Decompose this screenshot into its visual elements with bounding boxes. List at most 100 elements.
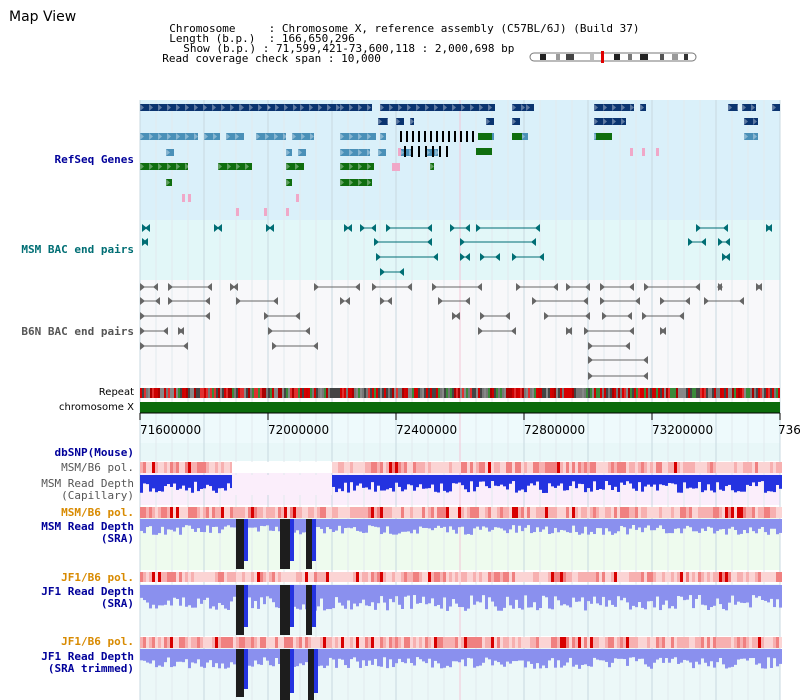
msm-pol-cell: [719, 462, 722, 473]
jf1-trim-depth-bar: [380, 649, 383, 667]
msm-depth-sra-label[interactable]: MSM Read Depth (SRA): [41, 520, 134, 545]
jf1-trim-pol-cell: [677, 637, 680, 648]
repeat-element: [140, 388, 142, 398]
refseq-gene-feature: [772, 104, 780, 111]
jf1-pol-cell: [167, 572, 170, 582]
msm-cap-depth-bar: [341, 475, 344, 492]
jf1-trim-pol-cell: [767, 637, 770, 648]
msm-sra-depth-bar: [503, 519, 506, 531]
msm-sra-depth-bar: [746, 519, 749, 534]
msm-pol-cell: [419, 462, 422, 473]
msm-cap-depth-bar: [548, 475, 551, 484]
msm-pol-cell: [722, 462, 725, 473]
msm-cap-depth-bar: [569, 475, 572, 486]
jf1-trim-pol-cell: [623, 637, 626, 648]
b6n-bac-pair-end: [544, 312, 549, 320]
msm-sra-pol-cell: [638, 507, 641, 518]
jf1-pol-cell: [539, 572, 542, 582]
chromosome-ideogram[interactable]: [529, 51, 697, 63]
jf1-pol-cell: [287, 572, 290, 582]
msm-pol-cell: [608, 462, 611, 473]
jf1-depth-sra-label[interactable]: JF1 Read Depth (SRA): [41, 585, 134, 610]
jf1-depth-trim-label[interactable]: JF1 Read Depth (SRA trimmed): [41, 650, 134, 675]
jf1-sra-depth-bar: [605, 585, 608, 607]
jf1-trim-pol-cell: [245, 637, 248, 648]
msm-depth-capillary-label[interactable]: MSM Read Depth (Capillary): [41, 477, 134, 502]
gene-strand-arrow: [358, 163, 362, 170]
gene-strand-arrow: [203, 104, 207, 111]
msm-sra-pol-cell: [290, 507, 293, 518]
msm-bac-label[interactable]: MSM BAC end pairs: [21, 243, 134, 256]
msm-sra-pol-cell: [485, 507, 488, 518]
msm-cap-depth-bar: [740, 475, 743, 492]
msm-pol-label[interactable]: MSM/B6 pol.: [61, 461, 134, 474]
repeat-element: [148, 388, 150, 398]
gene-strand-arrow: [410, 118, 414, 125]
repeat-element: [742, 388, 744, 398]
jf1-sra-depth-bar: [767, 585, 770, 603]
msm-sra-pol-cell: [170, 507, 173, 518]
b6n-bac-pair-end: [140, 312, 145, 320]
ideogram-band: [640, 54, 648, 60]
repeat-element: [666, 388, 668, 398]
msm-sra-depth-bar: [767, 519, 770, 535]
gene-strand-arrow: [512, 104, 516, 111]
ideogram-band: [684, 54, 688, 60]
jf1-pol-label[interactable]: JF1/B6 pol.: [61, 571, 134, 584]
jf1-pol-cell: [467, 572, 470, 582]
b6n-bac-pair-end: [305, 327, 310, 335]
repeat-element: [332, 388, 334, 398]
jf1-trim-pol-cell: [695, 637, 698, 648]
jf1-trim-pol-cell: [221, 637, 224, 648]
refseq-gene-feature: [166, 149, 174, 156]
msm-pol-cell: [440, 462, 443, 473]
msm-sra-depth-bar: [293, 519, 296, 533]
jf1-sra-depth-bar: [404, 585, 407, 597]
jf1-sra-depth-bar: [293, 585, 296, 607]
jf1-trim-pol-cell: [563, 637, 566, 648]
jf1-pol-cell: [179, 572, 182, 582]
repeat-element: [180, 388, 182, 398]
msm-bac-pair-end: [266, 224, 271, 232]
msm-sra-depth-bar: [197, 519, 200, 529]
repeat-element: [720, 388, 722, 398]
jf1-trim-pol-cell: [386, 637, 389, 648]
msm-sra-depth-bar: [221, 519, 224, 530]
jf1-trim-depth-bar: [692, 649, 695, 669]
jf1-pol-cell: [503, 572, 506, 582]
jf1-trim-depth-bar-spike: [314, 649, 318, 693]
jf1-trim-depth-bar: [371, 649, 374, 665]
msm-sra-depth-bar: [491, 519, 494, 530]
dbsnp-label[interactable]: dbSNP(Mouse): [54, 446, 134, 459]
msm-sra-depth-bar: [161, 519, 164, 527]
jf1-sra-depth-bar: [371, 585, 374, 603]
msm-sra-pol-cell: [155, 507, 158, 518]
b6n-bac-pair-end: [153, 283, 158, 291]
msm-cap-depth-bar: [632, 475, 635, 489]
jf1-pol-cell: [245, 572, 248, 582]
refseq-genes-label[interactable]: RefSeq Genes: [54, 153, 134, 166]
msm-sra-depth-bar: [752, 519, 755, 532]
pseudogene-feature: [398, 148, 401, 156]
b6n-bac-label[interactable]: B6N BAC end pairs: [21, 325, 134, 338]
jf1-trim-depth-bar: [392, 649, 395, 668]
jf1-trim-depth-bar: [437, 649, 440, 664]
jf1-pol-trim-label[interactable]: JF1/B6 pol.: [61, 635, 134, 648]
repeat-element: [246, 388, 248, 398]
jf1-trim-depth-bar: [455, 649, 458, 662]
jf1-trim-pol-cell: [605, 637, 608, 648]
msm-pol-cell: [407, 462, 410, 473]
repeat-element: [264, 388, 266, 398]
refseq-gene-feature: [396, 118, 404, 125]
jf1-trim-pol-cell: [455, 637, 458, 648]
jf1-trim-depth-bar: [632, 649, 635, 658]
msm-bac-pair-end: [142, 224, 147, 232]
msm-cap-depth-bar: [185, 475, 188, 491]
jf1-pol-cell: [173, 572, 176, 582]
msm-cap-depth-bar: [728, 475, 731, 485]
repeat-element: [530, 388, 532, 398]
jf1-trim-pol-cell: [383, 637, 386, 648]
msm-pol-sra-label[interactable]: MSM/B6 pol.: [61, 506, 134, 519]
msm-sra-depth-bar: [254, 519, 257, 528]
jf1-pol-cell: [524, 572, 527, 582]
